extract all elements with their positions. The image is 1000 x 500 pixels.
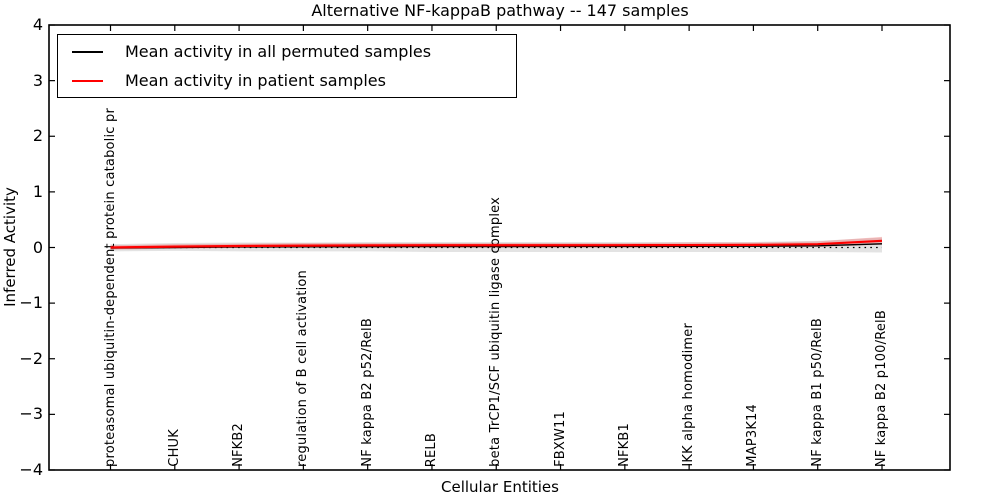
y-tick-label: −1: [19, 293, 43, 313]
y-axis-label: Inferred Activity: [1, 187, 19, 307]
y-tick-label: 0: [32, 237, 43, 257]
chart-title: Alternative NF-kappaB pathway -- 147 sam…: [311, 1, 689, 20]
x-axis-label: Cellular Entities: [441, 478, 559, 496]
y-tick-label: 3: [32, 70, 43, 90]
legend: Mean activity in all permuted samples Me…: [57, 34, 517, 98]
series-line-patient: [110, 239, 883, 249]
y-tick-label: −3: [19, 404, 43, 424]
y-tick-label: 4: [32, 15, 43, 35]
y-tick-label: 1: [32, 181, 43, 201]
legend-label: Mean activity in patient samples: [125, 70, 386, 90]
y-tick-label: −4: [19, 459, 43, 479]
legend-entry-permuted: Mean activity in all permuted samples: [58, 42, 516, 62]
legend-line-sample-black: [72, 50, 103, 53]
y-tick-label: 2: [32, 126, 43, 146]
axes-frame: [48, 24, 951, 471]
y-tick-label: −2: [19, 348, 43, 368]
legend-line-sample-red: [72, 79, 103, 82]
legend-entry-patient: Mean activity in patient samples: [58, 71, 516, 91]
legend-label: Mean activity in all permuted samples: [125, 41, 432, 61]
